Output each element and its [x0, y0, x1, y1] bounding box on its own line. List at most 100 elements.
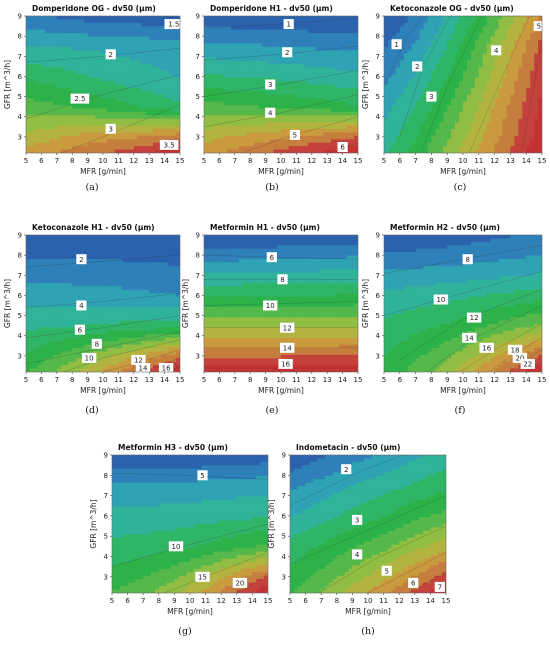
contour-cell	[64, 81, 69, 86]
contour-cell	[327, 132, 332, 137]
contour-cell	[350, 53, 355, 58]
contour-cell	[459, 22, 464, 27]
contour-cell	[403, 98, 409, 103]
contour-cell	[407, 16, 413, 21]
contour-cell	[60, 135, 66, 140]
contour-cell	[149, 98, 154, 103]
contour-cell	[95, 132, 100, 137]
contour-cell	[164, 135, 170, 140]
contour-cell	[354, 70, 358, 75]
contour-cell	[106, 98, 112, 103]
contour-cell	[219, 122, 224, 127]
contour-cell	[354, 118, 358, 123]
contour-cell	[49, 33, 54, 38]
contour-cell	[126, 53, 131, 58]
contour-cell	[300, 22, 305, 27]
contour-cell	[459, 53, 464, 58]
contour-cell	[534, 105, 539, 110]
contour-cell	[137, 77, 143, 82]
contour-cell	[118, 53, 123, 58]
contour-cell	[41, 135, 46, 140]
contour-cell	[354, 22, 358, 27]
contour-cell	[37, 142, 42, 147]
contour-cell	[459, 139, 464, 144]
contour-cell	[384, 22, 389, 27]
contour-cell	[211, 43, 217, 48]
contour-cell	[455, 29, 460, 34]
contour-cell	[215, 108, 220, 113]
contour-cell	[427, 22, 432, 27]
contour-cell	[246, 29, 251, 34]
contour-cell	[211, 149, 217, 153]
contour-cell	[129, 149, 135, 153]
contour-cell	[41, 16, 46, 21]
contour-label-box	[337, 142, 348, 152]
contour-cell	[33, 26, 39, 31]
contour-cell	[87, 53, 93, 58]
contour-cell	[510, 29, 515, 34]
contour-cell	[403, 142, 409, 147]
contour-cell	[277, 111, 282, 116]
contour-cell	[122, 81, 127, 86]
contour-cell	[207, 74, 213, 79]
contour-cell	[41, 111, 46, 116]
contour-cell	[506, 115, 511, 120]
contour-cell	[33, 142, 39, 147]
contour-cell	[29, 70, 35, 75]
contour-cell	[79, 142, 85, 147]
contour-cell	[514, 70, 519, 75]
contour-cell	[207, 101, 213, 106]
contour-cell	[219, 84, 224, 89]
contour-cell	[156, 19, 162, 24]
contour-cell	[304, 16, 309, 21]
x-tick-label: 15	[354, 157, 363, 165]
contour-cell	[129, 146, 135, 151]
contour-cell	[172, 135, 177, 140]
contour-cell	[33, 98, 39, 103]
contour-cell	[296, 111, 301, 116]
contour-cell	[311, 122, 317, 127]
contour-cell	[211, 57, 217, 62]
contour-cell	[296, 33, 301, 38]
contour-cell	[242, 77, 247, 82]
contour-cell	[463, 81, 468, 86]
contour-cell	[273, 139, 278, 144]
contour-cell	[41, 22, 46, 27]
contour-cell	[323, 149, 328, 153]
contour-cell	[323, 87, 328, 92]
contour-cell	[211, 129, 217, 134]
contour-cell	[223, 22, 228, 27]
contour-cell	[384, 149, 389, 153]
contour-cell	[91, 108, 96, 113]
contour-cell	[281, 91, 286, 96]
contour-cell	[68, 98, 73, 103]
contour-cell	[470, 29, 476, 34]
contour-cell	[423, 26, 429, 31]
contour-cell	[482, 46, 488, 51]
contour-cell	[292, 105, 297, 110]
contour-cell	[227, 115, 232, 120]
contour-cell	[156, 70, 162, 75]
contour-cell	[99, 57, 104, 62]
contour-cell	[284, 146, 290, 151]
contour-cell	[41, 74, 46, 79]
contour-cell	[502, 22, 508, 27]
contour-cell	[95, 111, 100, 116]
contour-label: 2	[108, 51, 112, 59]
contour-line	[241, 116, 358, 153]
contour-cell	[72, 81, 77, 86]
contour-cell	[137, 36, 143, 41]
contour-cell	[33, 70, 39, 75]
contour-cell	[447, 146, 452, 151]
contour-cell	[443, 98, 448, 103]
contour-label-box	[426, 91, 437, 102]
contour-cell	[153, 67, 158, 72]
contour-cell	[304, 46, 309, 51]
contour-cell	[319, 132, 324, 137]
contour-cell	[72, 36, 77, 41]
contour-cell	[153, 122, 158, 127]
contour-cell	[530, 122, 535, 127]
contour-cell	[482, 70, 488, 75]
contour-cell	[56, 149, 62, 153]
contour-cell	[219, 16, 224, 21]
